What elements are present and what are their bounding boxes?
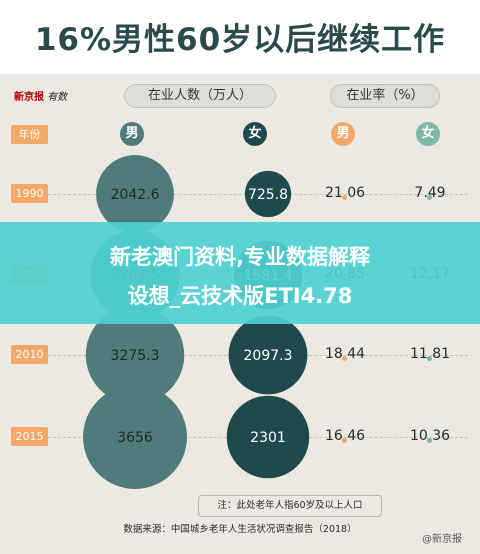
year-label: 2010 <box>11 345 48 364</box>
male-rate-dot <box>342 356 347 361</box>
female-count-bubble <box>244 170 292 218</box>
male-count-bubble <box>85 305 185 405</box>
male-count-bubble <box>96 155 174 233</box>
female-count-head: 女 <box>243 122 267 146</box>
female-rate-dot <box>427 195 432 200</box>
male-count-label: 3275.3 <box>111 348 160 364</box>
brand-logo: 新京报 有数 <box>14 88 67 103</box>
year-label: 1990 <box>11 184 48 203</box>
male-rate-label: 16.46 <box>324 428 366 444</box>
male-rate-label: 21.06 <box>324 185 366 201</box>
overlay-banner: 新老澳门资料,专业数据解释 设想_云技术版ETI4.78 <box>0 222 480 324</box>
footnote: 注：此处老年人指60岁及以上人口 <box>198 495 382 517</box>
rate-header: 在业率（%） <box>330 84 440 108</box>
logo-brand: 新京报 <box>14 92 44 103</box>
data-source: 数据来源：中国城乡老年人生活状况调查报告（2018） <box>123 524 357 535</box>
year-column-header: 年份 <box>11 125 48 144</box>
female-rate-label: 10.36 <box>409 428 451 444</box>
male-rate-dot <box>342 195 347 200</box>
year-label: 2015 <box>11 427 48 446</box>
male-count-head: 男 <box>120 122 144 146</box>
banner-line-2: 设想_云技术版ETI4.78 <box>127 284 353 308</box>
female-count-label: 2097.3 <box>244 348 293 364</box>
female-rate-head: 女 <box>416 122 440 146</box>
male-count-label: 2042.6 <box>111 187 160 203</box>
page-title: 16%男性60岁以后继续工作 <box>34 22 446 58</box>
male-count-label: 3656 <box>117 430 153 446</box>
banner-line-1: 新老澳门资料,专业数据解释 <box>110 245 370 269</box>
logo-section: 有数 <box>47 92 68 103</box>
female-count-bubble <box>226 395 310 479</box>
male-count-bubble <box>83 385 187 489</box>
female-count-bubble <box>228 315 308 395</box>
title-bar: 16%男性60岁以后继续工作 <box>0 0 480 74</box>
male-rate-head: 男 <box>331 122 355 146</box>
watermark: @新京报 <box>422 534 462 545</box>
female-count-label: 2301 <box>250 430 286 446</box>
female-count-label: 725.8 <box>248 187 288 203</box>
female-rate-label: 11.81 <box>409 346 451 362</box>
female-rate-dot <box>427 438 432 443</box>
male-rate-label: 18.44 <box>324 346 366 362</box>
female-rate-dot <box>427 356 432 361</box>
male-rate-dot <box>342 438 347 443</box>
employed-header: 在业人数（万人） <box>124 84 276 108</box>
female-rate-label: 7.49 <box>414 185 446 201</box>
